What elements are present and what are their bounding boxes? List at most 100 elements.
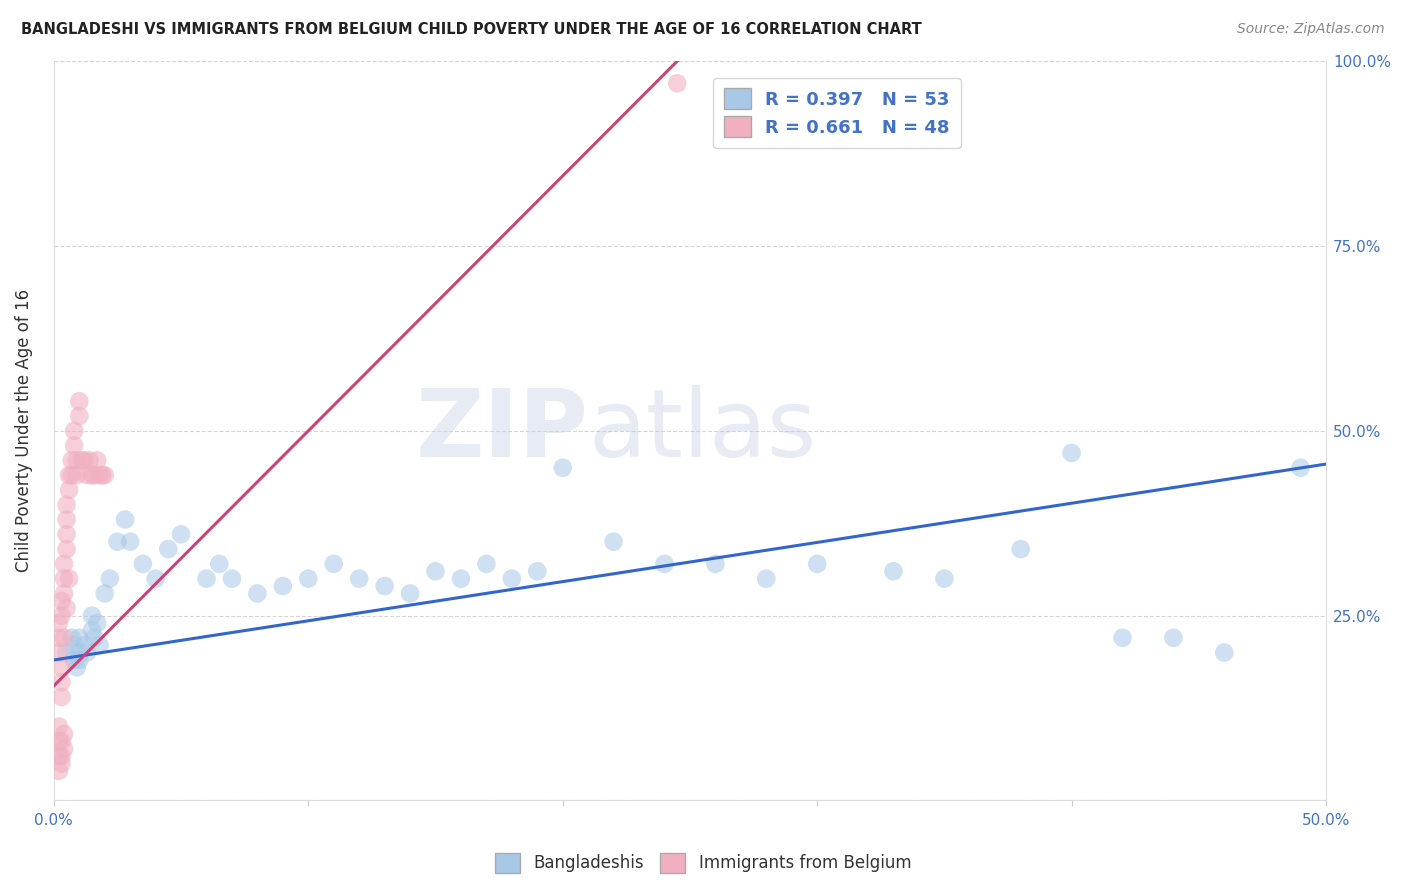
Point — [48, 734, 70, 748]
Point — [60, 453, 83, 467]
Point — [55, 498, 77, 512]
Point — [83, 631, 105, 645]
Point — [53, 572, 76, 586]
Point — [208, 557, 231, 571]
Point — [374, 579, 396, 593]
Legend: Bangladeshis, Immigrants from Belgium: Bangladeshis, Immigrants from Belgium — [488, 847, 918, 880]
Point — [704, 557, 727, 571]
Point — [51, 734, 73, 748]
Point — [195, 572, 218, 586]
Point — [450, 572, 472, 586]
Point — [157, 542, 180, 557]
Point — [53, 586, 76, 600]
Point — [53, 557, 76, 571]
Point — [1010, 542, 1032, 557]
Point — [86, 453, 108, 467]
Point — [271, 579, 294, 593]
Point — [73, 638, 96, 652]
Point — [53, 741, 76, 756]
Point — [98, 572, 121, 586]
Point — [60, 468, 83, 483]
Text: atlas: atlas — [588, 384, 817, 477]
Point — [51, 749, 73, 764]
Point — [882, 564, 904, 578]
Text: Source: ZipAtlas.com: Source: ZipAtlas.com — [1237, 22, 1385, 37]
Point — [246, 586, 269, 600]
Point — [551, 460, 574, 475]
Point — [53, 727, 76, 741]
Point — [51, 594, 73, 608]
Point — [55, 646, 77, 660]
Point — [83, 468, 105, 483]
Point — [60, 631, 83, 645]
Point — [48, 764, 70, 778]
Point — [1289, 460, 1312, 475]
Point — [114, 512, 136, 526]
Point — [66, 468, 89, 483]
Point — [80, 624, 103, 638]
Point — [63, 439, 86, 453]
Point — [63, 638, 86, 652]
Point — [55, 512, 77, 526]
Point — [51, 690, 73, 704]
Point — [58, 468, 80, 483]
Point — [1213, 646, 1236, 660]
Point — [80, 608, 103, 623]
Point — [1111, 631, 1133, 645]
Point — [76, 646, 98, 660]
Point — [425, 564, 447, 578]
Point — [80, 468, 103, 483]
Point — [501, 572, 523, 586]
Point — [67, 646, 90, 660]
Point — [132, 557, 155, 571]
Point — [755, 572, 778, 586]
Point — [63, 653, 86, 667]
Point — [89, 638, 111, 652]
Point — [67, 653, 90, 667]
Point — [67, 409, 90, 423]
Point — [399, 586, 422, 600]
Point — [73, 453, 96, 467]
Point — [806, 557, 828, 571]
Point — [89, 468, 111, 483]
Point — [48, 631, 70, 645]
Text: ZIP: ZIP — [415, 384, 588, 477]
Point — [120, 534, 142, 549]
Point — [93, 468, 115, 483]
Point — [934, 572, 956, 586]
Point — [107, 534, 129, 549]
Point — [297, 572, 319, 586]
Point — [48, 646, 70, 660]
Point — [79, 453, 101, 467]
Point — [55, 601, 77, 615]
Point — [51, 756, 73, 771]
Point — [67, 631, 90, 645]
Point — [322, 557, 344, 571]
Point — [58, 483, 80, 497]
Point — [93, 586, 115, 600]
Legend: R = 0.397   N = 53, R = 0.661   N = 48: R = 0.397 N = 53, R = 0.661 N = 48 — [713, 78, 960, 148]
Text: BANGLADESHI VS IMMIGRANTS FROM BELGIUM CHILD POVERTY UNDER THE AGE OF 16 CORRELA: BANGLADESHI VS IMMIGRANTS FROM BELGIUM C… — [21, 22, 922, 37]
Point — [66, 660, 89, 674]
Point — [91, 468, 114, 483]
Point — [76, 468, 98, 483]
Point — [51, 608, 73, 623]
Point — [55, 527, 77, 541]
Point — [170, 527, 193, 541]
Point — [526, 564, 548, 578]
Point — [51, 675, 73, 690]
Point — [53, 631, 76, 645]
Point — [475, 557, 498, 571]
Point — [347, 572, 370, 586]
Point — [48, 615, 70, 630]
Point — [602, 534, 624, 549]
Point — [55, 542, 77, 557]
Point — [221, 572, 243, 586]
Point — [63, 424, 86, 438]
Point — [48, 749, 70, 764]
Point — [145, 572, 167, 586]
Point — [48, 719, 70, 733]
Point — [67, 394, 90, 409]
Point — [51, 660, 73, 674]
Point — [70, 453, 93, 467]
